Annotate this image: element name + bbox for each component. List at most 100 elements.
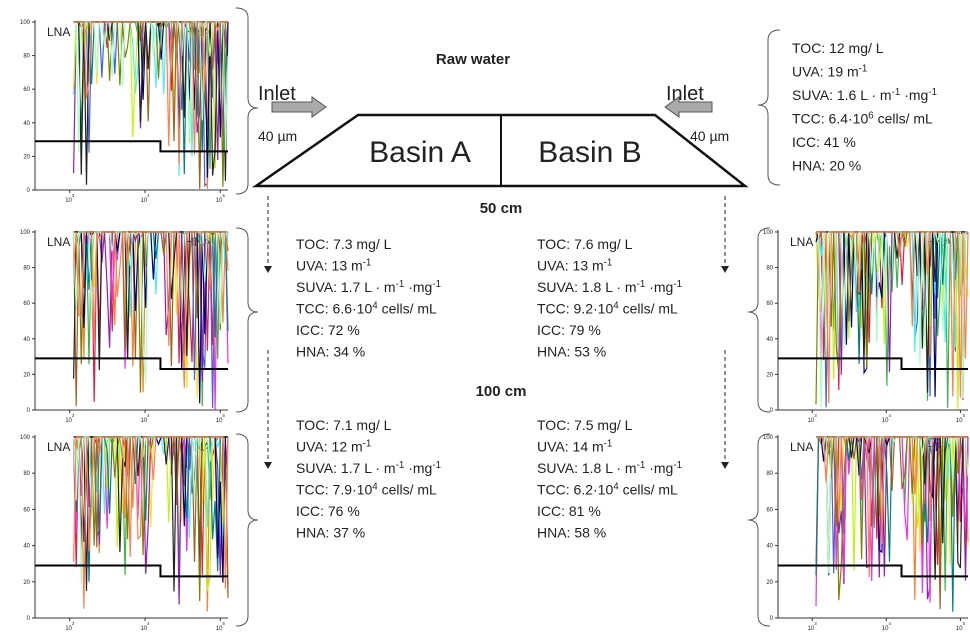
text-segment: SUVA: 1.6 L · m <box>792 87 892 103</box>
y-tick-label: 60 <box>766 301 773 307</box>
superscript: 5 <box>222 193 225 198</box>
superscript: 3 <box>72 413 75 418</box>
info-line: HNA: 20 % <box>792 158 861 174</box>
inlet-arrow <box>664 96 713 118</box>
superscript: 5 <box>963 621 966 626</box>
info-line: HNA: 34 % <box>296 344 365 360</box>
superscript: 4 <box>613 482 619 493</box>
y-tick-label: 40 <box>766 544 773 550</box>
title: Raw water <box>436 51 510 68</box>
gate-line <box>35 357 228 371</box>
text-segment: ICC: 81 % <box>537 503 601 519</box>
x-tick-label: 104 <box>882 413 892 424</box>
text-segment: HNA: 37 % <box>296 525 365 541</box>
braces <box>235 7 781 627</box>
superscript: 3 <box>814 621 817 626</box>
superscript: -1 <box>859 64 868 75</box>
x-tick-label: 104 <box>140 413 150 424</box>
superscript: -1 <box>892 87 901 98</box>
histogram-curve <box>816 436 968 578</box>
text-segment: cells/ mL <box>619 301 678 317</box>
superscript: -1 <box>637 460 646 471</box>
info-line: SUVA: 1.6 L · m-1 ·mg-1 <box>792 87 937 103</box>
text-segment: 10 <box>216 626 223 632</box>
superscript: 4 <box>372 482 378 493</box>
superscript: -1 <box>396 460 405 471</box>
text-segment: ·mg <box>404 279 432 295</box>
basin-outline <box>252 113 749 188</box>
gate-line <box>778 564 968 578</box>
text-segment: cells/ mL <box>378 301 437 317</box>
y-tick-label: 80 <box>766 471 773 477</box>
superscript: 4 <box>372 301 378 312</box>
text-segment: TCC: 9.2·10 <box>537 301 613 317</box>
info-line: TOC: 7.6 mg/ L <box>537 236 633 252</box>
text-segment: 10 <box>808 626 815 632</box>
y-tick-label: 0 <box>770 616 774 622</box>
text-segment: 10 <box>140 418 147 424</box>
y-tick-label: 0 <box>27 616 31 622</box>
y-tick-label: 100 <box>763 230 774 236</box>
text-segment: SUVA: 1.7 L · m <box>296 279 396 295</box>
text-segment: HNA: 34 % <box>296 344 365 360</box>
depth-label: 50 cm <box>480 200 523 217</box>
y-tick-label: 60 <box>23 301 30 307</box>
y-tick-label: 100 <box>20 230 31 236</box>
y-tick-label: 60 <box>23 507 30 513</box>
y-tick-label: 80 <box>766 266 773 272</box>
superscript: -1 <box>604 439 613 450</box>
superscript: 5 <box>222 413 225 418</box>
gate-label: LNA <box>790 440 813 454</box>
superscript: -1 <box>673 279 682 290</box>
x-tick-label: 105 <box>216 621 226 632</box>
x-tick-label: 105 <box>956 621 966 632</box>
superscript: 3 <box>72 193 75 198</box>
y-tick-label: 40 <box>23 337 30 343</box>
info-line: TOC: 7.1 mg/ L <box>296 417 392 433</box>
text-segment: ·mg <box>645 460 673 476</box>
x-tick-label: 103 <box>65 193 75 204</box>
superscript: 3 <box>814 413 817 418</box>
info-line: TCC: 6.6·104 cells/ mL <box>296 301 437 317</box>
text-segment: 10 <box>65 418 72 424</box>
text-segment: 10 <box>65 198 72 204</box>
text-segment: UVA: 13 m <box>537 258 604 274</box>
text-segment: 10 <box>140 198 147 204</box>
info-line: UVA: 13 m-1 <box>537 258 612 274</box>
text-segment: 10 <box>956 418 963 424</box>
text-segment: 10 <box>808 418 815 424</box>
superscript: 5 <box>222 621 225 626</box>
info-line: TOC: 7.3 mg/ L <box>296 236 392 252</box>
superscript: -1 <box>673 460 682 471</box>
y-tick-label: 20 <box>23 154 30 160</box>
superscript: 6 <box>868 111 874 122</box>
info-line: ICC: 76 % <box>296 503 360 519</box>
text-segment: UVA: 12 m <box>296 439 363 455</box>
y-tick-label: 20 <box>766 580 773 586</box>
info-line: ICC: 72 % <box>296 322 360 338</box>
text-segment: TCC: 6.4·10 <box>792 111 868 127</box>
y-tick-label: 40 <box>23 544 30 550</box>
info-line: TOC: 7.5 mg/ L <box>537 417 633 433</box>
text-segment: cells/ mL <box>874 111 933 127</box>
depth-label: 100 cm <box>476 383 527 400</box>
text-segment: TOC: 7.5 mg/ L <box>537 417 633 433</box>
text-segment: ·mg <box>645 279 673 295</box>
info-line: ICC: 41 % <box>792 134 856 150</box>
info-line: HNA: 58 % <box>537 525 606 541</box>
y-tick-label: 20 <box>23 372 30 378</box>
text-segment: HNA: 53 % <box>537 344 606 360</box>
text-segment: SUVA: 1.7 L · m <box>296 460 396 476</box>
y-tick-label: 100 <box>763 435 774 441</box>
y-tick-label: 0 <box>27 408 31 414</box>
basin-label: Basin A <box>369 136 471 169</box>
superscript: 4 <box>147 193 150 198</box>
info-line: TCC: 9.2·104 cells/ mL <box>537 301 678 317</box>
inlet-arrow <box>271 96 327 118</box>
